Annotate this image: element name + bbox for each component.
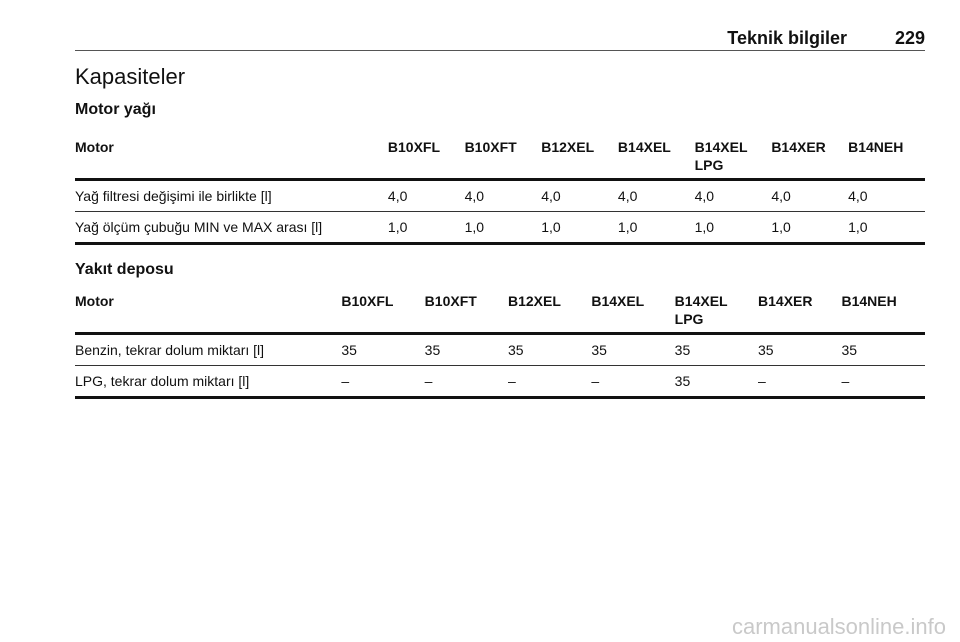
table-cell: 35 [674, 365, 759, 399]
table-cell: 4,0 [541, 179, 618, 212]
column-header: Motor [75, 292, 342, 335]
table-cell: – [841, 365, 925, 399]
column-header: B12XEL [541, 138, 618, 181]
table-cell: 4,0 [387, 179, 465, 212]
table-cell: 4,0 [771, 179, 849, 212]
column-header: B10XFT [424, 292, 508, 335]
column-header: B14XEL [591, 292, 675, 335]
column-header: Motor [75, 138, 388, 181]
table-cell: 4,0 [617, 179, 695, 212]
column-header: B14XEL [617, 138, 695, 181]
fuel-heading: Yakıt deposu [75, 261, 174, 278]
table-header-row: Motor B10XFL B10XFT B12XEL B14XEL B14XEL LPG B… [75, 292, 925, 335]
page-header: Teknik bilgiler 229 [75, 28, 925, 51]
column-header: B10XFL [387, 138, 465, 181]
table-cell: 35 [758, 333, 842, 366]
column-header: B12XEL [507, 292, 592, 335]
table-cell: 1,0 [848, 211, 925, 245]
table-row: Yağ filtresi değişimi ile birlikte [l] 4,… [75, 179, 925, 212]
row-label: Yağ filtresi değişimi ile birlikte [l] [75, 179, 388, 212]
column-header: B10XFT [464, 138, 542, 181]
column-header: B14XER [758, 292, 842, 335]
table-row: Benzin, tekrar dolum miktarı [l] 35 35 35 35… [75, 333, 925, 366]
oil-heading: Motor yağı [75, 101, 156, 118]
oil-capacity-table: Motor B10XFL B10XFT B12XEL B14XEL B14XEL LPG B… [75, 138, 925, 245]
table-cell: 4,0 [464, 179, 542, 212]
table-cell: – [424, 365, 508, 399]
table-cell: 1,0 [541, 211, 618, 245]
table-cell: 35 [591, 333, 675, 366]
table-cell: 4,0 [848, 179, 925, 212]
column-header: B10XFL [341, 292, 425, 335]
table-cell: 35 [841, 333, 925, 366]
table-header-row: Motor B10XFL B10XFT B12XEL B14XEL B14XEL LPG B… [75, 138, 925, 181]
table-cell: 1,0 [464, 211, 542, 245]
column-header: B14XER [771, 138, 849, 181]
table-cell: 1,0 [617, 211, 695, 245]
table-cell: – [758, 365, 842, 399]
watermark: carmanualsonline.info [731, 614, 946, 639]
column-header: B14XEL LPG [674, 292, 759, 335]
table-cell: 1,0 [694, 211, 772, 245]
table-cell: 1,0 [771, 211, 849, 245]
table-cell: 35 [507, 333, 592, 366]
page-number: 229 [894, 28, 925, 48]
row-label: Yağ ölçüm çubuğu MIN ve MAX arası [l] [75, 211, 388, 245]
table-cell: 1,0 [387, 211, 465, 245]
fuel-capacity-table: Motor B10XFL B10XFT B12XEL B14XEL B14XEL LPG B… [75, 292, 925, 399]
column-header: B14XEL LPG [694, 138, 772, 181]
table-cell: 35 [674, 333, 759, 366]
row-label: Benzin, tekrar dolum miktarı [l] [75, 333, 342, 366]
table-cell: 4,0 [694, 179, 772, 212]
table-row: Yağ ölçüm çubuğu MIN ve MAX arası [l] 1,0… [75, 211, 925, 245]
section-title: Teknik bilgiler [727, 28, 847, 48]
page-title: Kapasiteler [75, 64, 186, 89]
table-cell: – [341, 365, 425, 399]
table-cell: – [591, 365, 675, 399]
table-cell: 35 [341, 333, 425, 366]
table-row: LPG, tekrar dolum miktarı [l] – – – –35– – [75, 365, 925, 399]
column-header: B14NEH [848, 138, 925, 181]
column-header: B14NEH [841, 292, 925, 335]
table-cell: 35 [424, 333, 508, 366]
row-label: LPG, tekrar dolum miktarı [l] [75, 365, 342, 399]
table-cell: – [507, 365, 592, 399]
